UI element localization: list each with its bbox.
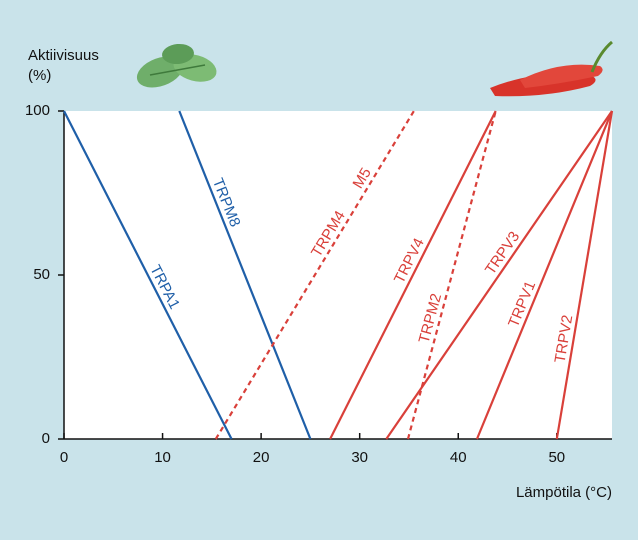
y-axis-unit: (%) — [28, 67, 51, 84]
x-tick-label: 10 — [154, 449, 171, 466]
x-tick-label: 40 — [450, 449, 467, 466]
x-tick-label: 0 — [60, 449, 68, 466]
plot-area — [64, 111, 612, 439]
x-tick-label: 50 — [548, 449, 565, 466]
y-tick-label: 100 — [25, 102, 50, 119]
y-axis-title: Aktiivisuus — [28, 47, 99, 64]
x-tick-label: 30 — [351, 449, 368, 466]
y-tick-label: 0 — [42, 430, 50, 447]
x-axis-title: Lämpötila (°C) — [516, 484, 612, 501]
x-tick-label: 20 — [253, 449, 270, 466]
y-tick-label: 50 — [33, 266, 50, 283]
chart: Aktiivisuus (%) Lämpötila (°C) 0 50 100 0 10… — [0, 0, 638, 540]
